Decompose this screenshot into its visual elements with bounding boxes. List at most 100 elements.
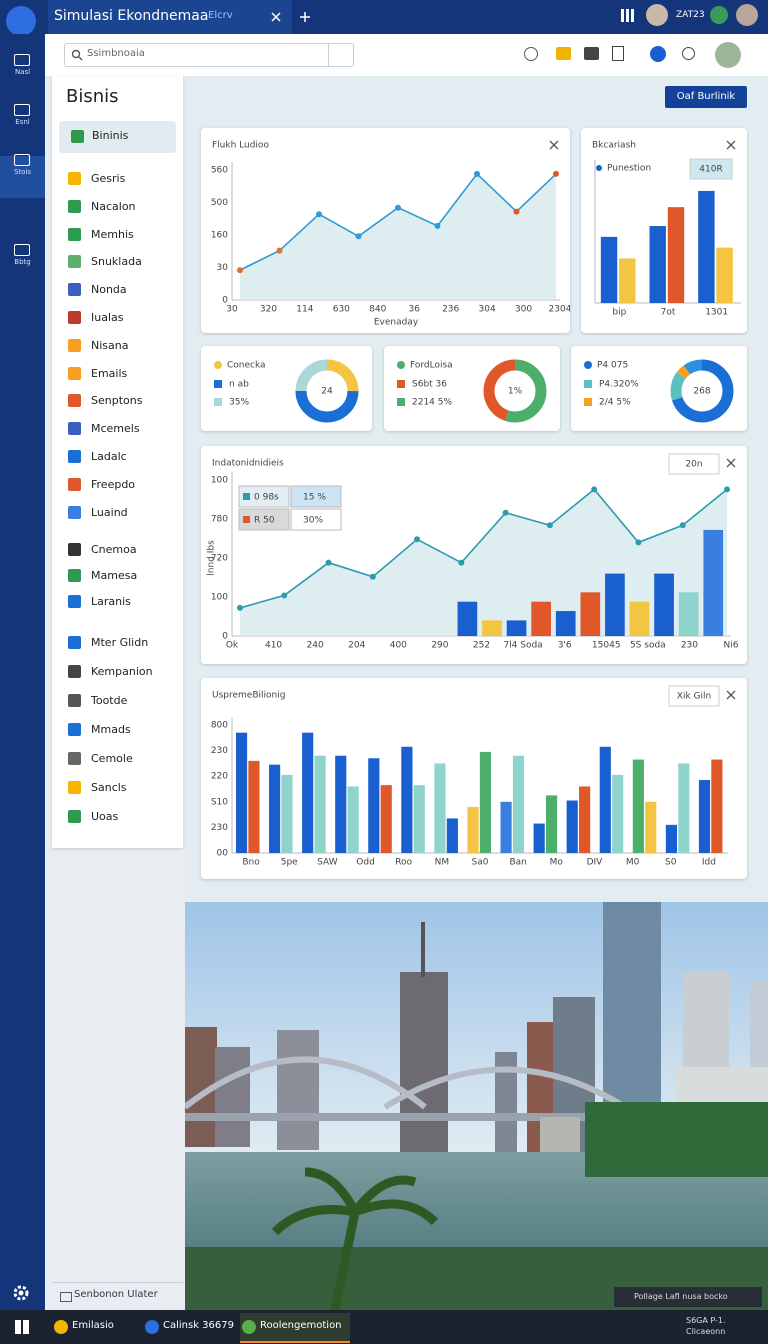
item-label: Luaind (91, 505, 128, 519)
legend-dot (397, 361, 405, 369)
task-item[interactable]: Emilasio (52, 1313, 132, 1341)
tray-popup[interactable]: Pollage Lafl nusa bocko (614, 1287, 762, 1307)
sidebar-item[interactable]: Laranis (68, 594, 178, 610)
bar (314, 755, 326, 853)
donut-center: 268 (693, 387, 710, 397)
bar (434, 763, 446, 853)
sidebar-footer[interactable]: Senbonon Ulater (52, 1282, 183, 1309)
task-icon (242, 1320, 256, 1334)
sidebar-item[interactable]: Snuklada (68, 254, 178, 270)
bar (698, 780, 711, 853)
sidebar-item[interactable]: Ladalc (68, 449, 178, 465)
new-tab[interactable] (299, 11, 311, 23)
bar (531, 601, 551, 636)
bar (645, 801, 657, 853)
avatar[interactable] (736, 4, 758, 26)
bar (269, 764, 281, 853)
y-tick-label: 100 (211, 476, 228, 486)
x-tick-label: 30 (226, 305, 238, 315)
sidebar-item[interactable]: Mter Glidn (68, 635, 178, 651)
bar (413, 785, 425, 853)
bar (579, 786, 591, 853)
tool-icon[interactable] (584, 47, 599, 60)
x-tick-label: NM (435, 858, 450, 868)
item-label: Cemole (91, 752, 133, 765)
avatar[interactable] (646, 4, 668, 26)
sidebar-item[interactable]: Nacalon (68, 199, 178, 215)
rail-label: Stois (13, 168, 32, 176)
sidebar-item[interactable]: Senptons (68, 393, 178, 409)
y-tick-label: 500 (211, 198, 228, 208)
title-bar: Simulasi Ekondnemaa Elcrv ZAT23 (0, 0, 768, 36)
sidebar-item[interactable]: Mmads (68, 722, 178, 738)
sidebar-item[interactable]: Iualas (68, 310, 178, 326)
active-item[interactable]: Bininis (59, 121, 176, 153)
sidebar-item[interactable]: Gesris (68, 171, 178, 187)
tool-icon[interactable] (650, 46, 666, 62)
y-tick-label: 230 (211, 746, 228, 756)
card-title: FordLoisa (410, 361, 453, 371)
apps-icon[interactable] (621, 9, 634, 22)
search-box[interactable]: Ssimbnoaia (64, 43, 354, 67)
tool-icon[interactable] (524, 47, 538, 61)
item-label: Nonda (91, 283, 127, 297)
tab[interactable]: Simulasi Ekondnemaa Elcrv (48, 0, 292, 34)
task-item[interactable]: Roolengemotion (240, 1313, 350, 1343)
sidebar-item[interactable]: Memhis (68, 227, 178, 243)
badge-text: 410R (699, 165, 722, 175)
sidebar-item[interactable]: Cemole (68, 751, 178, 767)
chart: Indatonidnidieis 0 100 720 780 100 Ok 410 240 204… (207, 453, 739, 651)
rail-icon[interactable] (14, 104, 30, 116)
point (325, 559, 332, 566)
sidebar-item[interactable]: Nisana (68, 338, 178, 354)
point (724, 486, 730, 493)
item-label: Emails (91, 366, 128, 380)
sidebar-item[interactable]: Nonda (68, 282, 178, 298)
rail-icon[interactable] (14, 244, 30, 256)
sidebar-item[interactable]: Sancls (68, 780, 178, 796)
card-title: Indatonidnidieis (212, 459, 284, 469)
status-icon[interactable] (710, 6, 728, 24)
legend-text: 2214 5% (412, 398, 452, 408)
sidebar-item[interactable]: Mamesa (68, 568, 178, 584)
sidebar-item[interactable]: Cnemoa (68, 542, 178, 558)
legend-text: 0 98s (254, 493, 279, 503)
sidebar-item[interactable]: Mcemels (68, 421, 178, 437)
legend-text: S6bt 36 (412, 380, 447, 390)
sidebar-item[interactable]: Freepdo (68, 477, 178, 493)
rail-icon[interactable] (14, 54, 30, 66)
user-avatar[interactable] (715, 42, 741, 68)
tool-icon[interactable] (682, 47, 695, 60)
city-photo (185, 902, 768, 1310)
tray-text: Clicaeonn (686, 1327, 726, 1336)
sidebar-item[interactable]: Uoas (68, 809, 178, 825)
item-label: Mamesa (91, 569, 138, 582)
sidebar-item[interactable]: Luaind (68, 505, 178, 521)
rail-icon[interactable] (14, 154, 30, 166)
badge-text: 20n (685, 460, 702, 470)
item-label: Tootde (91, 694, 128, 707)
tool-icon[interactable] (612, 46, 624, 61)
bar (467, 806, 479, 853)
sidebar-item[interactable]: Tootde (68, 693, 178, 709)
task-item[interactable]: Calinsk 36679 (143, 1313, 235, 1341)
app-logo[interactable] (6, 6, 36, 36)
item-icon (68, 199, 81, 213)
y-tick-label: 160 (211, 231, 228, 241)
primary-button[interactable]: Oaf Burlinik (665, 86, 747, 108)
sidebar-item[interactable]: Emails (68, 366, 178, 382)
sidebar-item[interactable]: Kempanion (68, 664, 178, 680)
item-label: Mcemels (91, 422, 140, 436)
point (635, 539, 642, 546)
chart: Bkcariash bip 7ot 1301 410R Punestion (592, 141, 741, 318)
bar (512, 755, 525, 853)
item-icon (68, 338, 81, 352)
tab-close[interactable] (270, 11, 282, 23)
chart: FordLoisa S6bt 36 2214 5% 1% (397, 359, 547, 423)
point (458, 559, 465, 566)
legend-swatch (214, 398, 222, 406)
tool-icon[interactable] (556, 47, 571, 60)
settings-icon[interactable] (12, 1284, 30, 1302)
start-button[interactable] (15, 1320, 29, 1334)
